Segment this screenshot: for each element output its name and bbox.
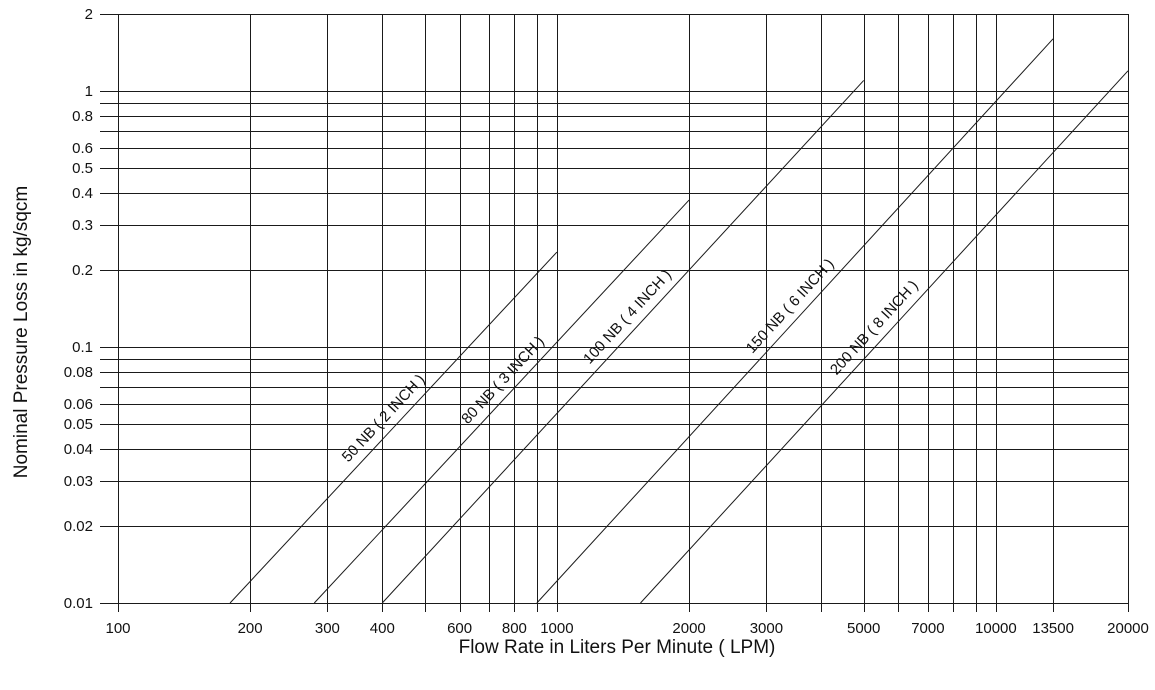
y-tick-label: 0.08	[64, 364, 93, 381]
series-line	[381, 80, 865, 604]
y-tick-label: 1	[85, 83, 93, 100]
y-tick-label: 0.03	[64, 473, 93, 490]
x-tick-label: 13500	[1032, 620, 1074, 637]
x-tick-labels: 100 200 300 400 600 800 1000 2000 3000 5000 7000 10…	[105, 620, 1148, 637]
x-tick-label: 600	[447, 620, 472, 637]
y-tick-labels: 0.01 0.02 0.03 0.04 0.05 0.06 0.08 0.1 0.2 0.3 0.4…	[64, 6, 93, 612]
y-gridlines	[100, 14, 1128, 604]
x-tick-label: 5000	[847, 620, 880, 637]
y-tick-label: 0.06	[64, 396, 93, 413]
series-lines	[229, 38, 1129, 604]
x-tick-label: 3000	[750, 620, 783, 637]
series-label: 50 NB ( 2 INCH )	[339, 371, 429, 466]
x-tick-label: 20000	[1107, 620, 1149, 637]
series-line	[229, 251, 558, 604]
x-tick-label: 200	[238, 620, 263, 637]
x-tick-label: 7000	[911, 620, 944, 637]
y-tick-label: 0.02	[64, 518, 93, 535]
series-labels: 50 NB ( 2 INCH ) 80 NB ( 3 INCH )100 NB (…	[339, 256, 922, 466]
y-tick-label: 0.04	[64, 441, 93, 458]
x-axis-title: Flow Rate in Liters Per Minute ( LPM)	[459, 637, 776, 658]
x-tick-label: 300	[315, 620, 340, 637]
x-tick-label: 10000	[975, 620, 1017, 637]
x-tick-label: 800	[502, 620, 527, 637]
series-line	[640, 70, 1129, 604]
y-tick-label: 0.01	[64, 595, 93, 612]
y-tick-label: 0.8	[72, 108, 93, 125]
x-tick-label: 100	[105, 620, 130, 637]
series-label: 200 NB ( 8 INCH )	[827, 277, 922, 378]
y-tick-label: 0.5	[72, 160, 93, 177]
y-tick-label: 0.3	[72, 217, 93, 234]
y-tick-label: 0.05	[64, 416, 93, 433]
series-line	[536, 38, 1054, 604]
series-line	[313, 199, 690, 604]
x-tick-label: 400	[370, 620, 395, 637]
y-tick-label: 0.4	[72, 185, 93, 202]
x-tick-label: 1000	[540, 620, 573, 637]
y-tick-label: 2	[85, 6, 93, 23]
series-label: 100 NB ( 4 INCH )	[580, 266, 675, 367]
x-tick-label: 2000	[672, 620, 705, 637]
y-axis-title: Nominal Pressure Loss in kg/sqcm	[11, 186, 32, 479]
y-tick-label: 0.1	[72, 339, 93, 356]
y-tick-label: 0.6	[72, 140, 93, 157]
x-gridlines	[118, 14, 1129, 612]
y-tick-label: 0.2	[72, 262, 93, 279]
